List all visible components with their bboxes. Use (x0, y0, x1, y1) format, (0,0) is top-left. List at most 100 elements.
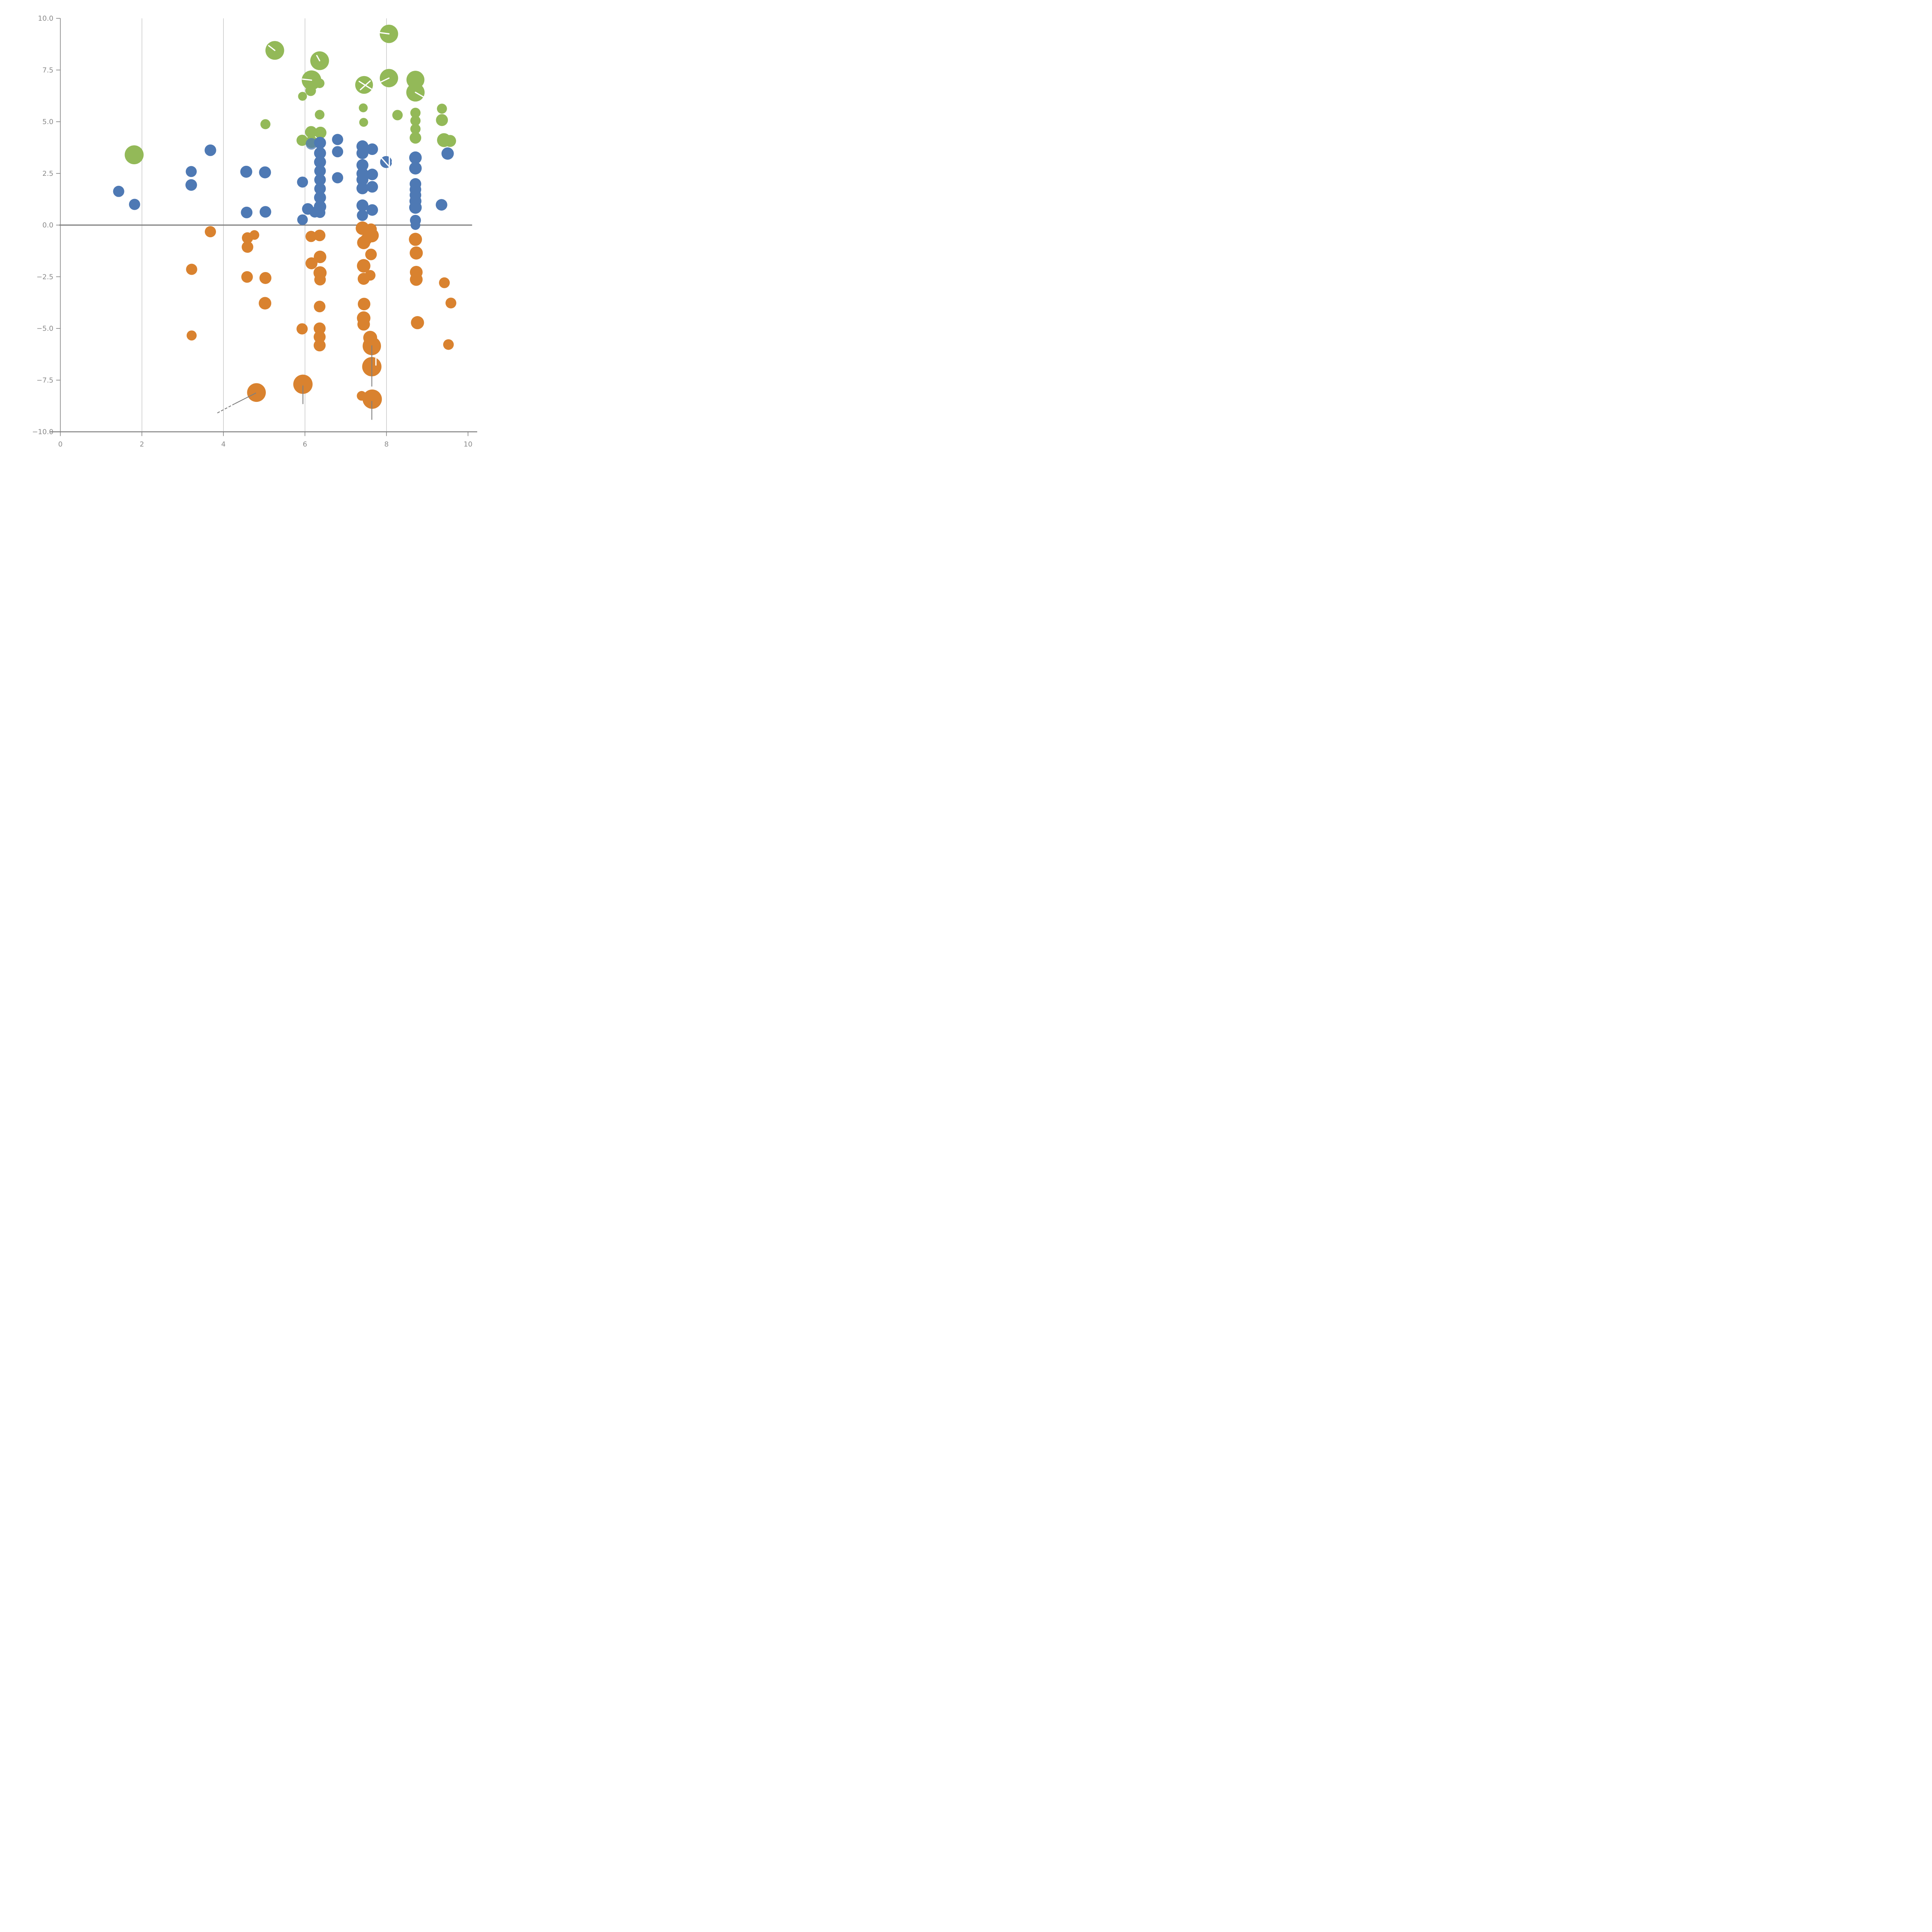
blue-class-bubble (410, 220, 420, 230)
green-class-bubble (410, 116, 421, 126)
blue-class-bubble (204, 144, 216, 156)
green-class-bubble (124, 145, 144, 165)
green-class-bubble (260, 119, 270, 129)
orange-class-bubble (357, 298, 371, 311)
blue-class-bubble (297, 176, 308, 188)
blue-class-bubble (314, 165, 326, 177)
green-class-bubble (359, 103, 368, 112)
orange-class-bubble (313, 339, 326, 352)
gray-annotation-line (235, 392, 257, 404)
orange-class-bubble (410, 246, 423, 260)
green-class-bubble (410, 132, 422, 144)
green-class-bubble (436, 114, 448, 126)
blue-class-bubble (332, 146, 344, 158)
blue-class-bubble (356, 173, 369, 186)
orange-class-bubble (410, 273, 423, 286)
orange-class-bubble (362, 389, 382, 409)
orange-class-bubble (259, 272, 272, 284)
y-tick-label: 2.5 (43, 170, 54, 178)
white-notch-circle (391, 158, 400, 166)
green-class-bubble (437, 104, 447, 114)
orange-class-bubble (259, 297, 272, 310)
x-tick-label: 2 (140, 440, 144, 449)
orange-class-bubble (365, 248, 377, 260)
orange-class-bubble (204, 226, 216, 238)
blue-class-bubble (314, 156, 326, 168)
orange-class-bubble (305, 231, 317, 242)
y-tick-label: −7.5 (37, 376, 54, 384)
blue-class-bubble (113, 185, 124, 197)
blue-class-bubble (259, 166, 271, 179)
blue-class-bubble (297, 214, 308, 225)
blue-class-bubble (314, 137, 326, 149)
blue-class-bubble (366, 181, 378, 193)
blue-class-bubble (185, 166, 197, 177)
orange-class-bubble (314, 250, 327, 264)
orange-class-bubble (357, 273, 370, 285)
y-tick-label: 5.0 (43, 118, 54, 126)
green-class-bubble (392, 110, 403, 121)
blue-class-bubble (240, 165, 252, 178)
blue-class-bubble (332, 172, 344, 184)
blue-class-bubble (366, 168, 378, 180)
white-slash-line (316, 55, 320, 61)
orange-class-bubble (314, 230, 326, 242)
blue-class-bubble (129, 199, 140, 210)
orange-class-bubble (357, 259, 371, 273)
white-slash-line (268, 45, 276, 51)
green-class-bubble (315, 110, 325, 120)
orange-class-bubble (445, 298, 456, 309)
orange-class-bubble (249, 230, 259, 240)
blue-class-bubble (314, 183, 326, 195)
blue-class-bubble (409, 201, 422, 214)
x-tick-label: 0 (58, 440, 63, 449)
orange-class-bubble (186, 330, 197, 341)
blue-class-bubble (241, 206, 253, 218)
orange-class-bubble (186, 264, 197, 275)
orange-class-bubble (314, 301, 326, 313)
blue-class-bubble (356, 147, 369, 159)
y-tick-label: 0.0 (43, 221, 54, 230)
x-tick-label: 4 (221, 440, 226, 449)
orange-class-bubble (314, 274, 326, 286)
gray-annotation-line (217, 403, 235, 413)
white-slash-line (360, 80, 371, 90)
blue-class-bubble (409, 162, 422, 175)
green-class-bubble (444, 135, 456, 147)
green-class-bubble (298, 92, 307, 101)
orange-class-bubble (242, 241, 253, 253)
y-tick-label: −5.0 (37, 325, 54, 333)
blue-class-bubble (306, 138, 318, 150)
blue-class-bubble (314, 147, 326, 159)
orange-class-bubble (357, 318, 370, 331)
green-class-bubble (410, 124, 421, 134)
blue-class-bubble (309, 207, 320, 218)
orange-class-bubble (313, 322, 326, 335)
blue-class-bubble (332, 134, 344, 145)
blue-class-bubble (356, 182, 369, 194)
scatter-plot: 10.0 7.5 5.0 2.5 0.0 −2.5 −5.0 −7.5 −10.0 0 2 4 6 8 10 (32, 15, 477, 449)
orange-class-bubble (296, 323, 308, 335)
y-tick-label: −2.5 (37, 273, 54, 281)
x-tick-label: 8 (384, 440, 389, 449)
blue-class-bubble (259, 206, 271, 218)
white-slash-line (302, 78, 312, 81)
green-class-bubble (296, 134, 308, 146)
white-slash-line (380, 156, 390, 168)
orange-class-bubble (357, 236, 371, 249)
white-slash-line (379, 32, 390, 35)
blue-class-bubble (409, 151, 422, 164)
orange-class-bubble (247, 383, 266, 402)
y-tick-label: −10.0 (32, 428, 53, 436)
scatter-figure: 10.0 7.5 5.0 2.5 0.0 −2.5 −5.0 −7.5 −10.0 0 2 4 6 8 10 (0, 0, 483, 483)
orange-class-bubble (439, 277, 450, 288)
white-slash-line (415, 92, 425, 99)
green-class-bubble (305, 126, 317, 138)
blue-class-bubble (357, 209, 368, 221)
x-tick-label: 6 (303, 440, 307, 449)
green-class-bubble (359, 118, 368, 127)
orange-class-bubble (241, 271, 253, 283)
blue-class-bubble (356, 159, 369, 171)
blue-class-bubble (366, 143, 378, 155)
orange-class-bubble (313, 331, 326, 343)
